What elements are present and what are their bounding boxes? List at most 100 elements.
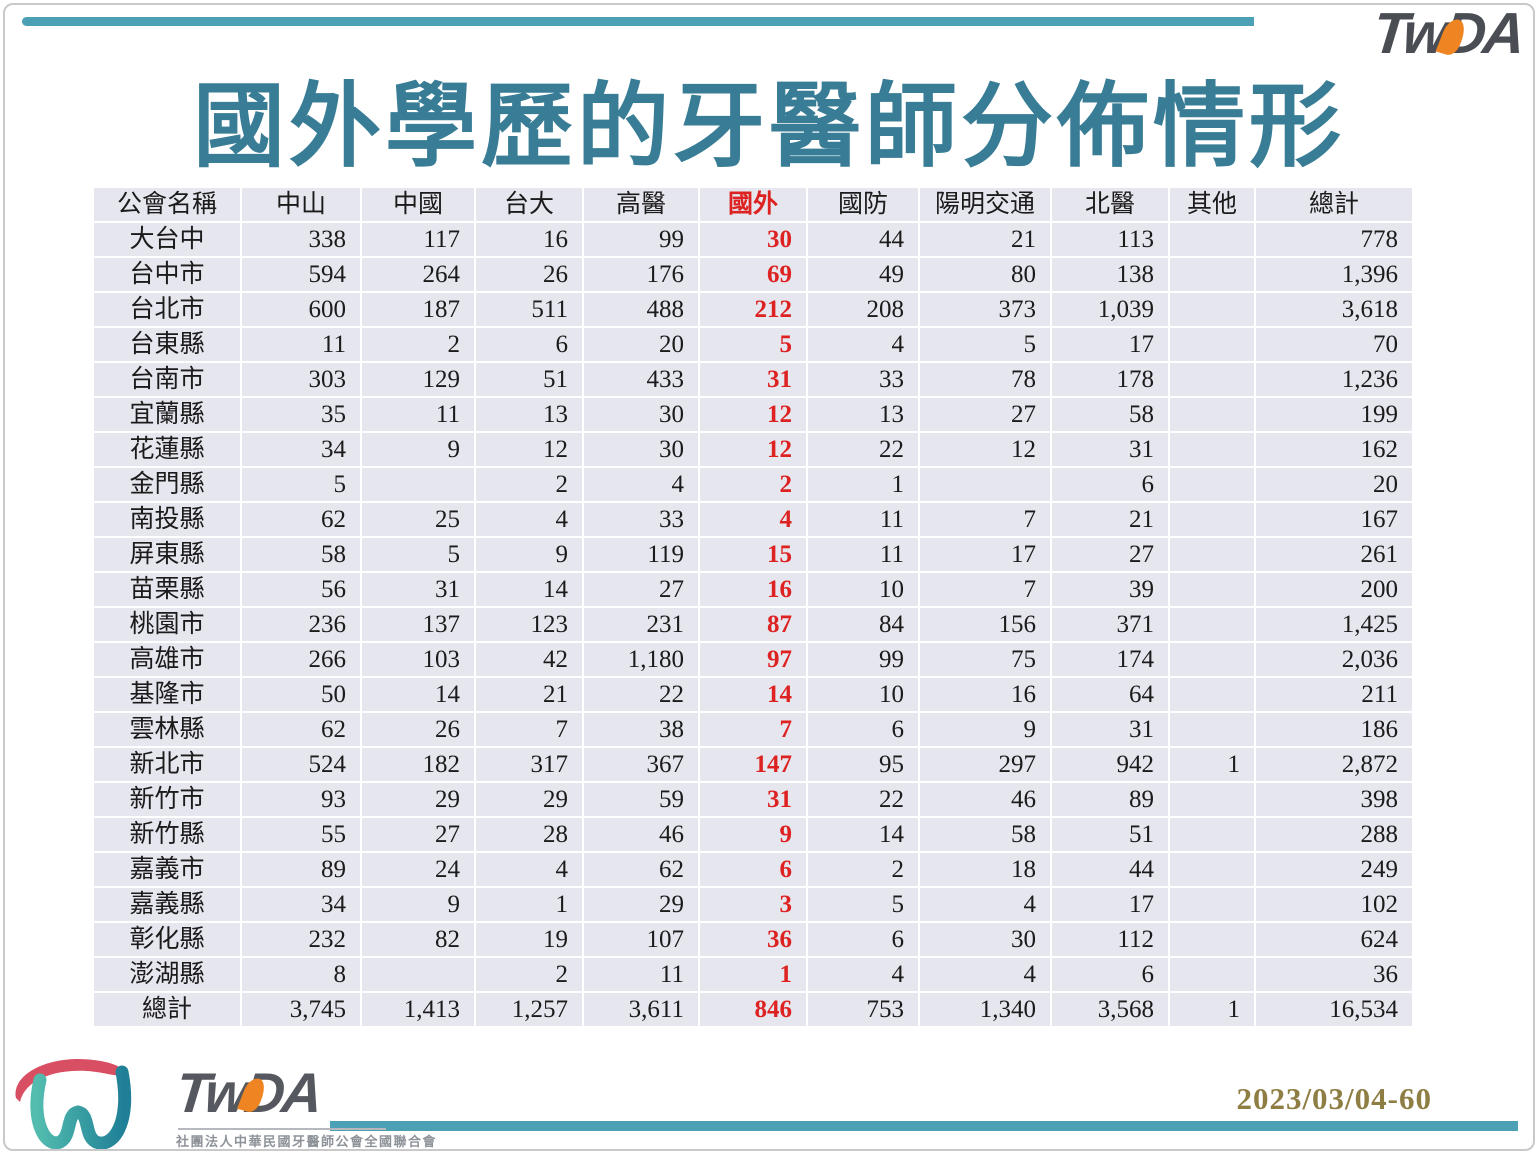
cell: 338 — [240, 221, 362, 258]
bottom-accent-bar — [330, 1121, 1518, 1131]
cell: 600 — [240, 291, 362, 328]
cell: 187 — [360, 291, 476, 328]
cell: 3 — [698, 886, 808, 923]
row-label: 桃園市 — [92, 606, 242, 643]
table-row: 金門縣 5 2 4 2 1 6 20 — [92, 466, 1414, 503]
cell: 31 — [698, 781, 808, 818]
column-header: 北醫 — [1050, 186, 1170, 223]
cell — [1168, 571, 1256, 608]
cell: 231 — [582, 606, 700, 643]
cell: 112 — [1050, 921, 1170, 958]
row-label: 宜蘭縣 — [92, 396, 242, 433]
cell — [1168, 641, 1256, 678]
cell: 4 — [474, 851, 584, 888]
cell: 28 — [474, 816, 584, 853]
brand-divider — [178, 1128, 386, 1130]
cell: 12 — [698, 396, 808, 433]
page-title: 國外學歷的牙醫師分佈情形 — [192, 72, 1345, 180]
cell: 25 — [360, 501, 476, 538]
cell: 5 — [698, 326, 808, 363]
cell: 51 — [1050, 816, 1170, 853]
row-label: 大台中 — [92, 221, 242, 258]
cell: 511 — [474, 291, 584, 328]
cell: 147 — [698, 746, 808, 783]
table-row: 屏東縣 58 5 9 119 15 11 17 27 261 — [92, 536, 1414, 573]
cell: 12 — [474, 431, 584, 468]
cell: 123 — [474, 606, 584, 643]
cell: 373 — [918, 291, 1052, 328]
table-row: 雲林縣 62 26 7 38 7 6 9 31 186 — [92, 711, 1414, 748]
cell: 56 — [240, 571, 362, 608]
cell: 7 — [698, 711, 808, 748]
cell — [1168, 466, 1256, 503]
column-header: 國外 — [698, 186, 808, 223]
cell: 22 — [582, 676, 700, 713]
org-name-en: Taiwan Dental Association — [176, 1151, 437, 1154]
row-label: 彰化縣 — [92, 921, 242, 958]
column-header: 公會名稱 — [92, 186, 242, 223]
cell: 4 — [806, 956, 920, 993]
cell: 29 — [360, 781, 476, 818]
cell: 20 — [582, 326, 700, 363]
cell: 80 — [918, 256, 1052, 293]
cell: 3,618 — [1254, 291, 1414, 328]
twda-logo-tw: Tw — [1369, 1, 1449, 66]
column-header: 國防 — [806, 186, 920, 223]
cell: 78 — [918, 361, 1052, 398]
cell: 107 — [582, 921, 700, 958]
cell: 9 — [360, 431, 476, 468]
cell: 59 — [582, 781, 700, 818]
cell: 27 — [360, 816, 476, 853]
cell: 156 — [918, 606, 1052, 643]
cell: 17 — [1050, 326, 1170, 363]
cell: 162 — [1254, 431, 1414, 468]
column-header: 高醫 — [582, 186, 700, 223]
cell: 17 — [1050, 886, 1170, 923]
row-label: 澎湖縣 — [92, 956, 242, 993]
cell: 70 — [1254, 326, 1414, 363]
cell: 30 — [582, 431, 700, 468]
cell: 5 — [240, 466, 362, 503]
table-row: 澎湖縣 8 2 11 1 4 4 6 36 — [92, 956, 1414, 993]
cell: 10 — [806, 676, 920, 713]
cell: 2,036 — [1254, 641, 1414, 678]
cell: 99 — [582, 221, 700, 258]
cell: 34 — [240, 431, 362, 468]
cell: 103 — [360, 641, 476, 678]
cell: 93 — [240, 781, 362, 818]
cell: 2 — [806, 851, 920, 888]
cell — [1168, 606, 1256, 643]
twda-logo-tw: Tw — [172, 1061, 249, 1124]
cell: 89 — [1050, 781, 1170, 818]
cell: 6 — [698, 851, 808, 888]
cell — [1168, 536, 1256, 573]
cell: 31 — [1050, 711, 1170, 748]
column-header: 陽明交通 — [918, 186, 1052, 223]
cell: 34 — [240, 886, 362, 923]
cell: 138 — [1050, 256, 1170, 293]
cell: 2 — [474, 956, 584, 993]
cell — [1168, 711, 1256, 748]
cell — [360, 466, 476, 503]
cell: 176 — [582, 256, 700, 293]
cell: 117 — [360, 221, 476, 258]
cell: 232 — [240, 921, 362, 958]
cell: 1 — [698, 956, 808, 993]
cell: 1,425 — [1254, 606, 1414, 643]
cell: 30 — [918, 921, 1052, 958]
cell: 99 — [806, 641, 920, 678]
cell: 51 — [474, 361, 584, 398]
cell: 27 — [1050, 536, 1170, 573]
cell: 2 — [698, 466, 808, 503]
cell: 264 — [360, 256, 476, 293]
cell: 21 — [918, 221, 1052, 258]
cell: 50 — [240, 676, 362, 713]
cell: 75 — [918, 641, 1052, 678]
cell: 6 — [806, 711, 920, 748]
cell: 58 — [1050, 396, 1170, 433]
table-row: 花蓮縣 34 9 12 30 12 22 12 31 162 — [92, 431, 1414, 468]
cell: 15 — [698, 536, 808, 573]
date-label: 2023/03/04-60 — [1236, 1081, 1432, 1116]
cell: 20 — [1254, 466, 1414, 503]
